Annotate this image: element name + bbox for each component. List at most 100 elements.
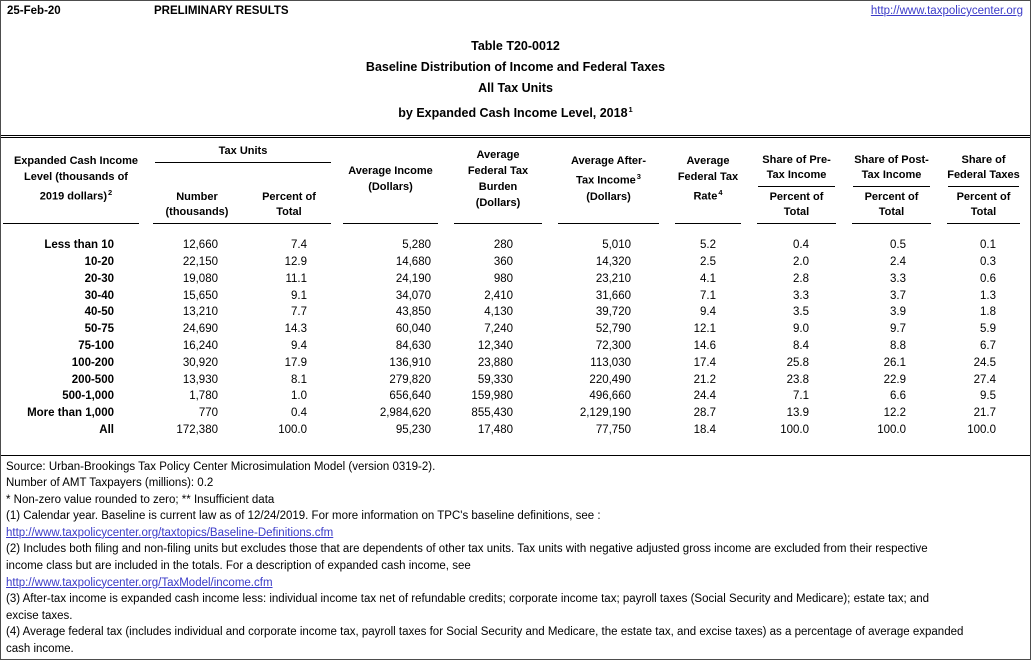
- cell-value: 8.4: [793, 339, 809, 352]
- cell-value: 77,750: [595, 423, 631, 436]
- cell-value: 3.7: [890, 289, 906, 302]
- footnote-ref-3: 3: [636, 172, 641, 182]
- footnote-line: (1) Calendar year. Baseline is current l…: [6, 510, 601, 523]
- header-underline: [675, 223, 741, 225]
- table-top-rule: [1, 135, 1030, 139]
- cell-value: 360: [493, 255, 513, 268]
- row-label: 100-200: [71, 356, 114, 369]
- footnote-line: (2) Includes both filing and non-filing …: [6, 543, 928, 556]
- cell-value: 30,920: [182, 356, 218, 369]
- cell-value: 12.2: [883, 407, 906, 420]
- row-label: 20-30: [84, 272, 114, 285]
- title-line-4-text: by Expanded Cash Income Level, 2018: [398, 106, 628, 121]
- cell-value: 7.1: [700, 289, 716, 302]
- footnote-line: income class but are included in the tot…: [6, 560, 471, 572]
- table-body: Less than 10 12,660 7.4 5,280 280 5,010 5.2 0.4…: [1, 224, 1030, 455]
- cell-value: 7,240: [484, 323, 513, 336]
- cell-value: 100.0: [278, 423, 307, 436]
- cell-value: 2,410: [484, 289, 513, 302]
- header-underline: [454, 223, 542, 225]
- cell-value: 12,340: [477, 339, 513, 352]
- cell-value: 13.9: [786, 407, 809, 420]
- cell-value: 11.1: [285, 272, 307, 285]
- table-header: Expanded Cash Income Level (thousands of…: [1, 138, 1030, 225]
- cell-value: 14,320: [595, 255, 631, 268]
- cell-value: 95,230: [395, 423, 431, 436]
- cell-value: 3.3: [793, 289, 809, 302]
- cell-value: 3.3: [890, 272, 906, 285]
- title-line-4: by Expanded Cash Income Level, 20181: [1, 99, 1030, 124]
- cell-value: 9.0: [793, 323, 809, 336]
- cell-value: 24,690: [182, 323, 218, 336]
- cell-value: 8.1: [291, 373, 307, 386]
- group-underline: [758, 186, 835, 188]
- cell-value: 2.5: [700, 255, 716, 268]
- cell-value: 9.5: [980, 390, 996, 403]
- column-header-average-federal-tax-rate: Average Federal Tax Rate4: [667, 138, 749, 225]
- cell-value: 24.4: [693, 390, 716, 403]
- row-label: 40-50: [84, 306, 114, 319]
- cell-value: 113,030: [590, 356, 631, 369]
- cell-value: 100.0: [877, 423, 906, 436]
- table-row: 30-40 15,650 9.1 34,070 2,410 31,660 7.1 3.3 3.7…: [1, 288, 1030, 305]
- cell-value: 100.0: [780, 423, 809, 436]
- cell-value: 27.4: [973, 373, 996, 386]
- cell-value: 3.9: [890, 306, 906, 319]
- cell-value: 52,790: [595, 323, 631, 336]
- cell-value: 12,660: [182, 239, 218, 252]
- column-header-average-federal-tax-burden: Average Federal Tax Burden (Dollars): [446, 138, 550, 225]
- column-header-share-federal-taxes: Share of Federal Taxes Percent of Total: [939, 138, 1028, 225]
- cell-value: 13,210: [182, 306, 218, 319]
- column-header-number-thousands: Number (thousands): [165, 191, 229, 219]
- cell-value: 60,040: [395, 323, 431, 336]
- cell-value: 220,490: [589, 373, 631, 386]
- cell-value: 0.6: [980, 272, 996, 285]
- cell-value: 13,930: [182, 373, 218, 386]
- cell-value: 280: [493, 239, 513, 252]
- table-row: 40-50 13,210 7.7 43,850 4,130 39,720 9.4 3.5 3.9…: [1, 304, 1030, 321]
- cell-value: 2.8: [793, 272, 809, 285]
- cell-value: 7.4: [291, 239, 307, 252]
- cell-value: 980: [493, 272, 513, 285]
- cell-value: 21.7: [973, 407, 996, 420]
- cell-value: 12.1: [693, 323, 716, 336]
- income-level-header-line2: Level (thousands of: [24, 171, 128, 184]
- cell-value: 43,850: [395, 306, 431, 319]
- income-level-header-line3: 2019 dollars)2: [39, 188, 113, 203]
- cell-value: 4.1: [700, 272, 716, 285]
- cell-value: 5,010: [602, 239, 631, 252]
- cell-value: 21.2: [693, 373, 716, 386]
- group-underline: [948, 186, 1019, 188]
- column-header-share-post-tax-income: Share of Post- Tax Income Percent of Tot…: [844, 138, 939, 225]
- footnote-line: excise taxes.: [6, 609, 73, 622]
- header-underline: [947, 223, 1020, 225]
- row-label: 500-1,000: [62, 390, 114, 403]
- cell-value: 23,880: [477, 356, 513, 369]
- table-row: 100-200 30,920 17.9 136,910 23,880 113,030 17.…: [1, 355, 1030, 372]
- column-header-percent-of-total: Percent of Total: [262, 191, 316, 219]
- cell-value: 17.4: [693, 356, 716, 369]
- footnote-line: (4) Average federal tax (includes indivi…: [6, 626, 964, 639]
- cell-value: 100.0: [967, 423, 996, 436]
- column-header-income-level: Expanded Cash Income Level (thousands of…: [1, 138, 151, 225]
- title-line-2: Baseline Distribution of Income and Fede…: [365, 60, 666, 74]
- footnote-line: (3) After-tax income is expanded cash in…: [6, 593, 930, 606]
- table-row: 20-30 19,080 11.1 24,190 980 23,210 4.1 2.8 3.3 0…: [1, 271, 1030, 288]
- footnote-link[interactable]: http://www.taxpolicycenter.org/taxtopics…: [6, 526, 334, 539]
- cell-value: 17.9: [284, 356, 307, 369]
- preliminary-results-label: PRELIMINARY RESULTS: [154, 5, 289, 17]
- title-line-1: Table T20-0012: [471, 39, 560, 53]
- header-underline: [852, 223, 931, 225]
- cell-value: 0.3: [980, 255, 996, 268]
- cell-value: 9.4: [700, 306, 716, 319]
- cell-value: 0.4: [291, 407, 307, 420]
- footnote-link[interactable]: http://www.taxpolicycenter.org/TaxModel/…: [6, 576, 273, 589]
- taxpolicycenter-home-link[interactable]: http://www.taxpolicycenter.org: [870, 5, 1023, 17]
- cell-value: 4,130: [484, 306, 513, 319]
- cell-value: 2.0: [793, 255, 809, 268]
- cell-value: 496,660: [589, 390, 631, 403]
- cell-value: 9.4: [291, 339, 307, 352]
- table-title: Table T20-0012 Baseline Distribution of …: [1, 36, 1030, 124]
- cell-value: 7.7: [291, 306, 307, 319]
